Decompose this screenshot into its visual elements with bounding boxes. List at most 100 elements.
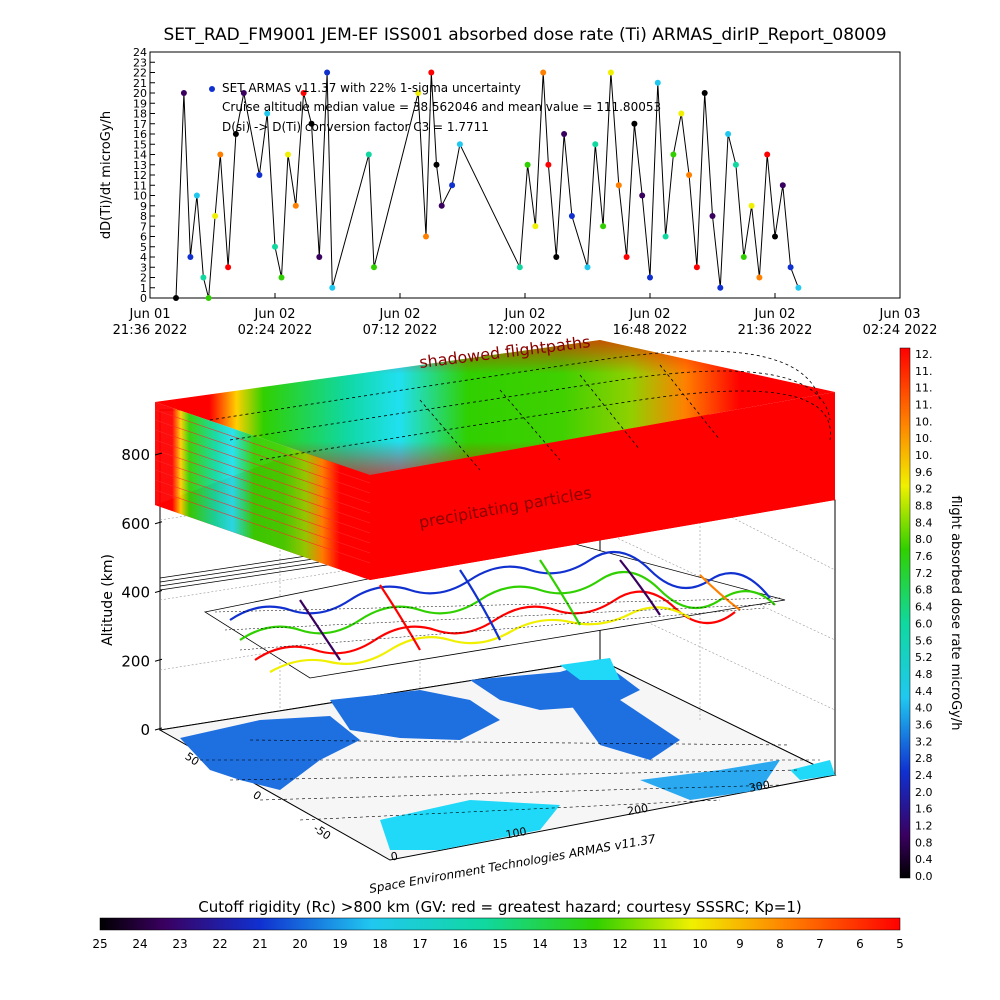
longitude-tick-label: 100 — [505, 825, 528, 841]
dose-y-tick-label: 4 — [140, 251, 147, 264]
dose-colorbar-ticks: 12. 11. 11. 11. 10. 10. 10. 9.6 9.2 8.8 8.4 8.0 7.6 7… — [915, 348, 933, 883]
cutoff-colorbar-tick-label: 22 — [212, 937, 227, 951]
dose-point — [631, 120, 638, 127]
dose-y-tick-label: 11 — [133, 179, 147, 192]
dose-point — [180, 90, 187, 96]
dose-colorbar-tick-label: 6.0 — [915, 617, 933, 630]
dose-point — [240, 90, 247, 96]
cutoff-colorbar-tick-label: 6 — [856, 937, 864, 951]
dose-y-tick-label: 22 — [133, 67, 147, 80]
dose-y-axis-label: dD(Ti)/dt microGy/h — [99, 111, 114, 239]
dose-colorbar-tick-label: 0.4 — [915, 853, 933, 866]
altitude-tick-label: 0 — [140, 721, 150, 739]
dose-point — [187, 254, 194, 260]
orbit-3d-panel: shadowed flightpaths precipitating parti… — [100, 332, 837, 896]
dose-y-tick-label: 18 — [133, 108, 147, 121]
dose-colorbar-tick-label: 11. — [915, 365, 933, 378]
dose-point — [278, 274, 285, 281]
dose-colorbar-tick-label: 8.0 — [915, 533, 933, 546]
dose-point — [212, 213, 219, 219]
dose-point — [532, 223, 539, 230]
dose-annotation-cruise: Cruise altitude median value = 38.562046… — [222, 100, 661, 114]
dose-colorbar-label: flight absorbed dose rate microGy/h — [948, 496, 963, 731]
dose-colorbar-tick-label: 4.8 — [915, 668, 933, 681]
dose-point — [371, 264, 377, 271]
dose-colorbar-tick-label: 9.6 — [915, 466, 933, 479]
dose-colorbar-tick-label: 10. — [915, 449, 933, 462]
dose-y-tick-label: 20 — [133, 87, 147, 100]
dose-x-tick-day: Jun 02 — [379, 307, 421, 322]
dose-point — [264, 110, 271, 117]
altitude-tick-label: 400 — [121, 584, 150, 602]
dose-colorbar-tick-label: 0.8 — [915, 836, 933, 849]
dose-point — [623, 254, 630, 260]
dose-point — [292, 202, 299, 209]
dose-point — [324, 69, 331, 76]
dose-point — [615, 182, 622, 189]
dose-colorbar-tick-label: 2.0 — [915, 786, 933, 799]
longitude-ticks: 0 100 200 300 — [390, 778, 771, 863]
altitude-axis-label: Altitude (km) — [100, 554, 116, 646]
dose-point — [217, 151, 224, 158]
dose-colorbar-tick-label: 3.2 — [915, 735, 933, 748]
cutoff-colorbar-tick-label: 15 — [492, 937, 507, 951]
dose-point — [693, 264, 700, 271]
dose-point — [329, 284, 336, 291]
latitude-tick-label: 0 — [250, 788, 263, 803]
altitude-tick — [154, 658, 163, 662]
dose-x-tick-time: 12:00 2022 — [488, 323, 563, 338]
dose-x-tick-time: 07:12 2022 — [363, 323, 438, 338]
dose-x-tick-day: Jun 03 — [879, 307, 921, 322]
dose-y-tick-label: 3 — [140, 261, 147, 274]
dose-point — [639, 192, 646, 199]
dose-colorbar-tick-label: 6.4 — [915, 601, 933, 614]
dose-colorbar-tick-label: 8.8 — [915, 500, 933, 513]
dose-y-tick-label: 14 — [133, 149, 147, 162]
dose-colorbar-tick-label: 5.2 — [915, 651, 933, 664]
dose-colorbar-tick-label: 10. — [915, 415, 933, 428]
dose-colorbar-tick-label: 5.6 — [915, 634, 933, 647]
dose-y-tick-label: 2 — [140, 272, 147, 285]
cutoff-colorbar-tick-label: 24 — [132, 937, 147, 951]
dose-point — [524, 161, 531, 168]
dose-point — [740, 254, 747, 260]
cutoff-colorbar-tick-label: 23 — [172, 937, 187, 951]
altitude-tick — [154, 521, 163, 525]
dose-point — [415, 90, 422, 96]
dose-point — [272, 243, 278, 250]
dose-point — [553, 254, 560, 260]
dose-point — [225, 264, 232, 271]
dose-colorbar-tick-label: 1.2 — [915, 819, 933, 832]
dose-point — [709, 213, 716, 219]
world-map-floor — [180, 658, 835, 850]
dose-point — [764, 151, 771, 158]
dose-point — [561, 131, 568, 137]
dose-point — [232, 131, 239, 137]
dose-x-tick-time: 21:36 2022 — [113, 323, 188, 338]
dose-y-tick-label: 1 — [140, 282, 147, 295]
dose-point — [607, 69, 614, 76]
dose-x-tick-time: 21:36 2022 — [738, 323, 813, 338]
cutoff-colorbar-label: Cutoff rigidity (Rc) >800 km (GV: red = … — [198, 898, 801, 916]
dose-point — [316, 254, 323, 260]
dose-colorbar-tick-label: 2.4 — [915, 769, 933, 782]
dose-point — [423, 233, 429, 240]
dose-series — [173, 69, 802, 301]
cutoff-colorbar-tick-label: 13 — [572, 937, 587, 951]
dose-colorbar-tick-label: 0.0 — [915, 870, 933, 883]
dose-point — [670, 151, 677, 158]
dose-colorbar-tick-label: 4.0 — [915, 702, 933, 715]
longitude-tick-label: 0 — [390, 850, 399, 864]
chart-title: SET_RAD_FM9001 JEM-EF ISS001 absorbed do… — [163, 25, 886, 45]
dose-point — [300, 90, 307, 96]
dose-colorbar-tick-label: 12. — [915, 348, 933, 361]
altitude-tick — [154, 590, 163, 593]
cutoff-colorbar-tick-label: 17 — [412, 937, 427, 951]
dose-x-tick-day: Jun 01 — [129, 307, 171, 322]
dose-colorbar-tick-label: 8.4 — [915, 516, 933, 529]
cutoff-colorbar: Cutoff rigidity (Rc) >800 km (GV: red = … — [92, 898, 903, 951]
altitude-tick-label: 600 — [121, 515, 150, 533]
dose-colorbar-tick-label: 1.6 — [915, 803, 933, 816]
dose-point — [701, 90, 708, 96]
